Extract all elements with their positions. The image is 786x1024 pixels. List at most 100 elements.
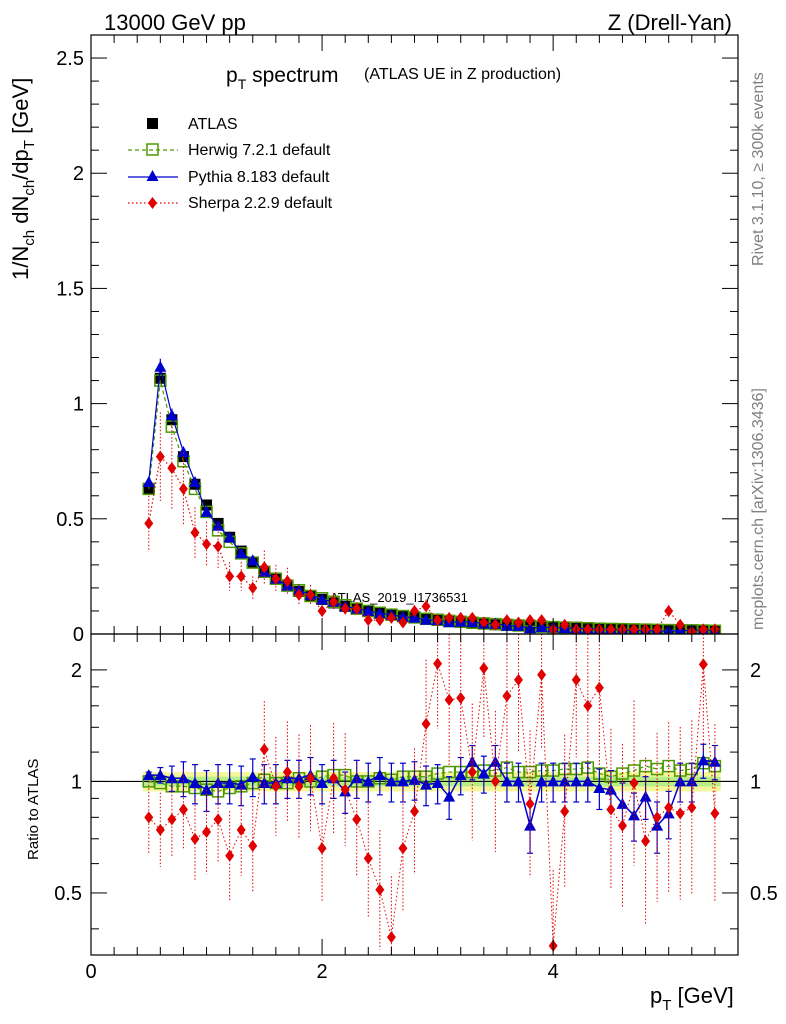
sherpa-point [560,618,570,631]
pythia-ratio-point [431,777,444,789]
sherpa-ratio-point [617,819,627,832]
sherpa-ratio-point [259,743,269,756]
sherpa-ratio-point [363,852,373,865]
pythia-ratio-point [350,772,363,784]
sherpa-ratio-point [433,657,443,670]
top-ytick-label: 2 [73,163,84,185]
sherpa-point [294,588,304,601]
legend-label-atlas: ATLAS [188,116,238,133]
pythia-point [246,554,259,566]
atlas-point [154,372,166,384]
pythia-point [373,607,386,619]
sherpa-ratio-point [317,842,327,855]
top-ytick-label: 1.5 [56,278,84,300]
pythia-point [142,475,155,487]
pythia-ratio-point [547,775,560,787]
atlas-point [201,499,213,511]
sherpa-ratio-point [329,772,339,785]
axes: 0 0.5 1 1.5 2 2.5 0 2 4 0.5 0.5 1 1 2 2 [54,34,778,983]
sherpa-point [525,614,535,627]
pythia-ratio-point [188,777,201,789]
ratio-ytick-label-left: 0.5 [54,883,82,905]
plot-title: pT spectrum [226,64,338,92]
ratio-ytick-label-left: 2 [71,660,82,682]
pythia-ratio-point [373,769,386,781]
legend-label-pythia: Pythia 8.183 default [188,169,330,186]
sherpa-point [467,611,477,624]
sherpa-ratio-point [144,811,154,824]
sherpa-point [236,570,246,583]
pythia-ratio-point [212,777,225,789]
sherpa-point [629,623,639,634]
sherpa-point [502,614,512,627]
sherpa-point [202,538,212,551]
legend-label-sherpa: Sherpa 2.2.9 default [188,195,333,212]
sherpa-point [375,614,385,627]
plot-subtitle: (ATLAS UE in Z production) [364,66,561,83]
sherpa-ratio-point [294,780,304,793]
sherpa-ratio-point [306,772,316,785]
pythia-point [235,547,248,559]
sherpa-point [167,462,177,475]
pythia-ratio-point [639,790,652,802]
top-ytick-label: 0 [73,624,84,646]
pythia-point [177,445,190,457]
sherpa-point [248,581,258,594]
pythia-ratio-point [396,775,409,787]
sherpa-point [675,618,685,631]
sherpa-ratio-point [375,883,385,896]
sherpa-ratio-point [537,668,547,681]
x-axis-label: pT [GeV] [650,983,734,1014]
ratio-ytick-label-right: 1 [750,771,761,793]
xtick-label: 0 [85,961,96,983]
pythia-point [408,611,421,623]
sherpa-ratio-point [525,797,535,810]
sherpa-ratio-point [340,783,350,796]
sherpa-point [398,616,408,629]
sherpa-point [606,623,616,634]
pythia-ratio-point [443,790,456,802]
pythia-ratio-point [697,754,710,766]
pythia-ratio-point [316,777,329,789]
sherpa-ratio-point [271,780,281,793]
sherpa-point [352,602,362,615]
sherpa-ratio-point [178,803,188,816]
sherpa-ratio-point [410,805,419,818]
ratio-ytick-label-right: 0.5 [750,883,778,905]
sherpa-ratio-point [675,807,685,820]
sherpa-ratio-point [571,673,581,686]
pythia-point [200,505,213,517]
pythia-point [535,621,548,633]
pythia-ratio-point [500,775,513,787]
sherpa-point [329,595,339,608]
pythia-ratio-point [142,769,155,781]
sherpa-point [363,614,373,627]
sherpa-point [317,604,327,617]
sherpa-point [583,623,593,634]
sherpa-point [340,602,350,615]
sherpa-ratio-point [606,803,616,816]
sherpa-ratio-point [202,826,212,839]
sherpa-point [652,623,662,634]
sherpa-ratio-point [444,693,454,706]
sherpa-point [213,540,223,553]
sherpa-ratio-point [629,777,639,790]
sherpa-ratio-point [698,658,708,671]
sherpa-ratio-point [236,823,246,836]
sherpa-ratio-point [664,801,674,814]
sherpa-point [386,611,396,624]
pythia-point [362,604,375,616]
sherpa-point [421,600,431,613]
sherpa-ratio-point [386,931,396,944]
sherpa-ratio-point [248,839,258,852]
sherpa-ratio-point [502,690,512,703]
pythia-ratio-point [420,778,433,790]
watermark: ATLAS_2019_I1736531 [330,590,468,605]
legend-marker-pythia [146,170,159,181]
sherpa-ratio-point [560,805,570,818]
sherpa-ratio-point [352,813,362,826]
sherpa-line [148,455,715,633]
pythia-point [188,475,201,487]
sherpa-point [444,611,454,624]
